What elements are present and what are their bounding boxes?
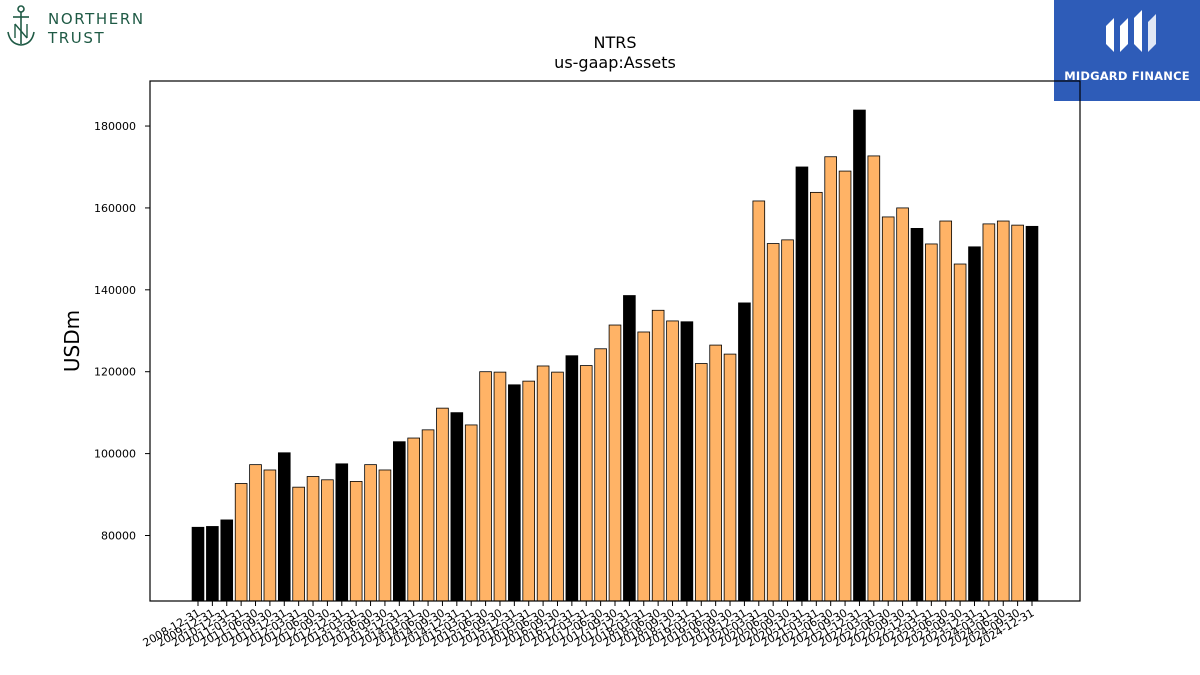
bar-2022-09-30 [896,207,909,602]
bar-2022-12-31 [910,227,924,602]
y-tick-label-100000: 100000 [94,448,136,461]
midgard-finance-logo: MIDGARD FINANCE [1054,0,1200,101]
bar-2022-03-31 [867,155,881,602]
bar-2012-03-31 [292,486,305,602]
bar-2017-12-31 [623,295,636,602]
bar-2014-09-30 [436,407,449,602]
bar-2023-03-31 [925,243,938,602]
bar-2018-09-30 [666,320,679,602]
bar-2020-03-31 [752,200,766,602]
bar-2018-03-31 [637,331,651,602]
y-axis: 80000 100000 120000 140000 160000 180000 [94,120,150,542]
bar-2012-12-31 [335,463,349,602]
bar-2009-12-31 [206,526,219,602]
y-tick-label-120000: 120000 [94,366,136,379]
y-tick-label-180000: 180000 [94,120,136,133]
bar-2015-06-30 [479,371,492,602]
bar-2016-12-31 [565,355,579,602]
bar-2011-03-31 [234,483,248,602]
bar-2020-09-30 [781,239,794,602]
bar-2016-03-31 [522,380,536,602]
bar-2011-09-30 [263,469,277,602]
y-tick-label-140000: 140000 [94,284,136,297]
bar-2021-06-30 [824,156,837,602]
bar-2021-09-30 [838,170,852,602]
bar-2014-03-31 [407,437,420,602]
chart-subtitle: us-gaap:Assets [554,53,676,72]
y-tick-label-80000: 80000 [101,529,136,542]
bar-2019-09-30 [723,353,737,602]
bar-2017-09-30 [608,324,622,602]
bar-2021-03-31 [810,191,823,602]
bar-2018-06-30 [651,309,665,602]
bar-2021-12-31 [853,109,866,602]
bar-2023-09-30 [953,263,967,602]
bar-2013-12-31 [393,441,406,602]
bar-2023-12-31 [968,246,981,602]
plot-frame [149,80,1081,602]
bar-2012-06-30 [306,476,320,602]
bar-2020-12-31 [795,166,809,602]
bar-2013-03-31 [349,481,363,602]
bar-2024-09-30 [1011,224,1024,602]
bar-2014-06-30 [421,429,435,602]
bars-group [191,109,1039,602]
northern-trust-logo: NORTHERN TRUST [4,4,164,50]
bar-2015-12-31 [508,384,521,602]
x-axis: 2008-12-312009-12-312010-12-312011-03-31… [141,601,1037,650]
bar-2019-03-31 [694,363,708,602]
anchor-icon [7,5,35,46]
bar-2011-06-30 [249,464,262,602]
bar-2011-12-31 [277,452,291,602]
bar-2024-06-30 [996,220,1010,602]
bar-2017-06-30 [594,348,607,602]
bar-2016-06-30 [536,365,550,602]
midgard-mark-icon [1106,10,1156,52]
bar-2022-06-30 [881,216,895,602]
bar-2024-03-31 [982,223,996,602]
bar-2013-06-30 [364,464,377,602]
bar-2010-12-31 [220,519,234,602]
bar-2014-12-31 [450,412,464,602]
midgard-finance-text: MIDGARD FINANCE [1064,69,1190,83]
bar-2008-12-31 [191,526,205,602]
bar-2023-06-30 [939,220,953,602]
bar-2020-06-30 [766,243,780,602]
bar-2012-09-30 [321,479,334,602]
bar-2015-09-30 [493,371,507,602]
bar-2015-03-31 [464,424,478,602]
bar-2016-09-30 [551,371,564,602]
bar-2024-12-31 [1025,225,1039,602]
y-tick-label-160000: 160000 [94,202,136,215]
bar-2019-12-31 [738,302,751,602]
northern-trust-line1: NORTHERN [48,10,145,28]
northern-trust-line2: TRUST [48,29,106,47]
bar-2013-09-30 [378,469,392,602]
bar-2019-06-30 [709,344,722,602]
y-axis-label: USDm [60,310,84,372]
bar-2018-12-31 [680,321,694,602]
chart-title: NTRS [593,33,636,52]
bar-2017-03-31 [579,365,593,602]
